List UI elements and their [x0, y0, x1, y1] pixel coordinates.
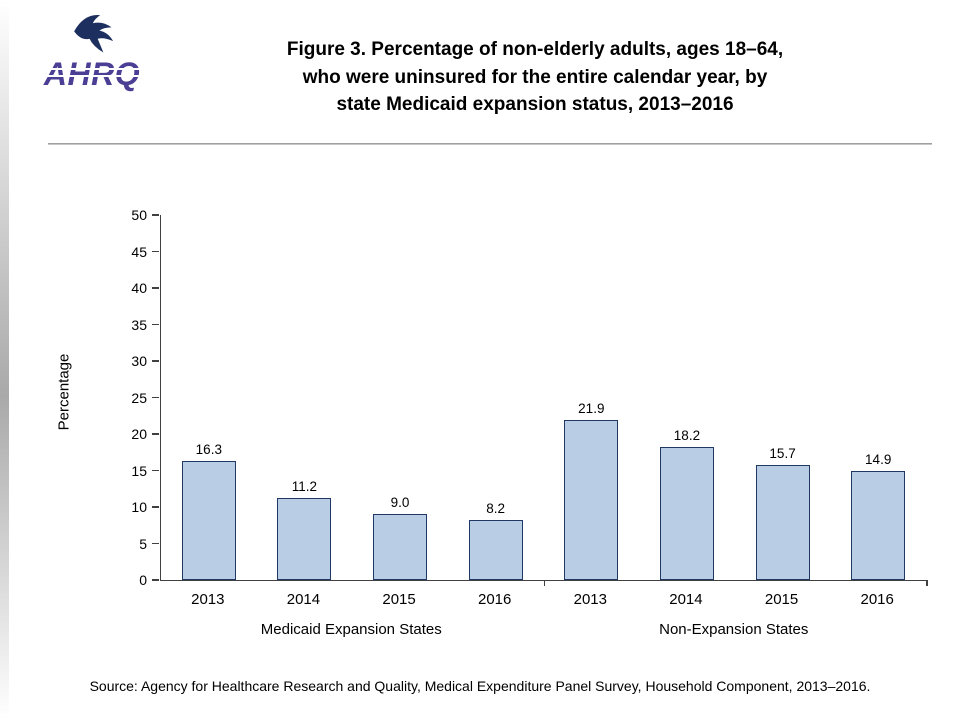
y-tick-0: 0: [139, 572, 159, 588]
y-tick-mark: [152, 542, 159, 545]
y-tick-mark: [152, 214, 159, 216]
group-labels-row: Medicaid Expansion States Non-Expansion S…: [160, 621, 925, 638]
bar-value-label: 8.2: [486, 501, 506, 517]
y-tick-mark: [152, 287, 159, 289]
group-label-non-expansion-states: Non-Expansion States: [659, 621, 809, 638]
bar-rect: [468, 520, 523, 580]
y-tick-25: 25: [131, 390, 159, 406]
bars-row: 16.3 11.2 9.0 8.2 21.9 18.2 15.7 14.9: [161, 215, 926, 580]
bar-medicaid-expansion-states-2013: 16.3: [161, 215, 257, 580]
title-line-1: Figure 3. Percentage of non-elderly adul…: [286, 39, 784, 60]
bar-non-expansion-states-2013: 21.9: [544, 215, 640, 580]
bar-rect: [564, 420, 619, 580]
bar-value-label: 9.0: [390, 495, 410, 511]
x-tick-label: 2015: [764, 591, 799, 608]
bar-value-label: 18.2: [673, 428, 701, 444]
bar-non-expansion-states-2016: 14.9: [830, 215, 926, 580]
y-tick-50: 50: [131, 207, 159, 223]
title-line-2: who were uninsured for the entire calend…: [302, 66, 768, 88]
y-tick-label: 20: [131, 426, 147, 442]
hhs-logo-icon: [74, 14, 114, 53]
x-tick-label: 2016: [860, 591, 894, 608]
title-line-3: state Medicaid expansion status, 2013–20…: [336, 94, 734, 116]
x-tick-label: 2014: [286, 591, 321, 608]
bar-rect: [755, 465, 810, 580]
bar-rect: [851, 471, 906, 580]
y-tick-label: 15: [131, 462, 147, 479]
y-tick-label: 5: [139, 535, 147, 552]
y-tick-label: 30: [131, 353, 147, 369]
y-tick-label: 10: [131, 499, 147, 515]
bar-value-label: 15.7: [769, 446, 796, 462]
ahrq-logo-stripe: [41, 68, 143, 70]
x-tick-label: 2016: [478, 591, 512, 608]
y-tick-mark: [152, 469, 159, 472]
left-edge-gradient: [0, 0, 9, 720]
y-tick-30: 30: [131, 353, 159, 369]
bar-rect: [277, 498, 332, 580]
y-tick-40: 40: [131, 280, 159, 296]
y-tick-mark: [152, 323, 159, 326]
y-tick-mark: [152, 433, 159, 435]
x-tick-label: 2015: [382, 591, 416, 608]
y-tick-mark: [152, 250, 159, 253]
y-tick-label: 25: [131, 389, 147, 406]
y-tick-35: 35: [131, 317, 159, 333]
x-tick-label: 2013: [191, 591, 225, 608]
ahrq-logo-text: AHRQ: [43, 56, 141, 92]
bar-value-label: 11.2: [291, 479, 318, 495]
bar-medicaid-expansion-states-2015: 9.0: [352, 215, 448, 580]
ahrq-logo-stripe: [41, 75, 143, 77]
bar-value-label: 21.9: [578, 401, 605, 417]
logo-block: AHRQ: [36, 8, 148, 114]
category-end-tick: [926, 580, 928, 586]
x-tick-label: 2014: [669, 591, 703, 608]
bar-medicaid-expansion-states-2014: 11.2: [257, 215, 353, 580]
x-tick-label: 2013: [573, 591, 607, 608]
y-tick-10: 10: [131, 499, 159, 515]
y-tick-5: 5: [139, 536, 159, 552]
y-tick-label: 35: [131, 316, 147, 333]
y-tick-label: 0: [139, 572, 147, 588]
y-tick-20: 20: [131, 426, 159, 442]
plot-area: 0 5 10 15 20 25 30 35 40 45 50 16.3 11.2 9.0 8.2 21.9 1…: [131, 207, 928, 588]
bar-non-expansion-states-2015: 15.7: [735, 215, 831, 580]
y-tick-mark: [152, 396, 159, 399]
bar-value-label: 16.3: [195, 442, 222, 458]
y-tick-15: 15: [131, 463, 159, 479]
y-tick-label: 45: [131, 243, 147, 260]
figure-title: Figure 3. Percentage of non-elderly adul…: [170, 36, 900, 119]
bar-rect: [181, 461, 236, 580]
x-labels-row: 2013 2014 2015 2016 2013 2014 2015 2016: [160, 591, 925, 608]
bar-rect: [373, 514, 428, 580]
category-divider-tick: [543, 580, 545, 586]
y-axis-ticks: 0 5 10 15 20 25 30 35 40 45 50: [107, 207, 159, 588]
bar-value-label: 14.9: [865, 452, 892, 468]
y-axis-title: Percentage: [55, 353, 73, 431]
bar-rect: [659, 447, 714, 580]
y-tick-mark: [152, 506, 159, 508]
bar-medicaid-expansion-states-2016: 8.2: [448, 215, 544, 580]
y-tick-mark: [152, 579, 159, 581]
bar-non-expansion-states-2014: 18.2: [639, 215, 735, 580]
y-tick-mark: [152, 360, 159, 362]
group-label-medicaid-expansion-states: Medicaid Expansion States: [260, 621, 442, 638]
y-tick-45: 45: [131, 244, 159, 260]
source-note: Source: Agency for Healthcare Research a…: [89, 678, 871, 694]
header-divider: [48, 143, 932, 145]
y-tick-label: 50: [131, 207, 147, 223]
y-tick-label: 40: [131, 280, 147, 296]
ahrq-logo: AHRQ: [41, 56, 143, 93]
